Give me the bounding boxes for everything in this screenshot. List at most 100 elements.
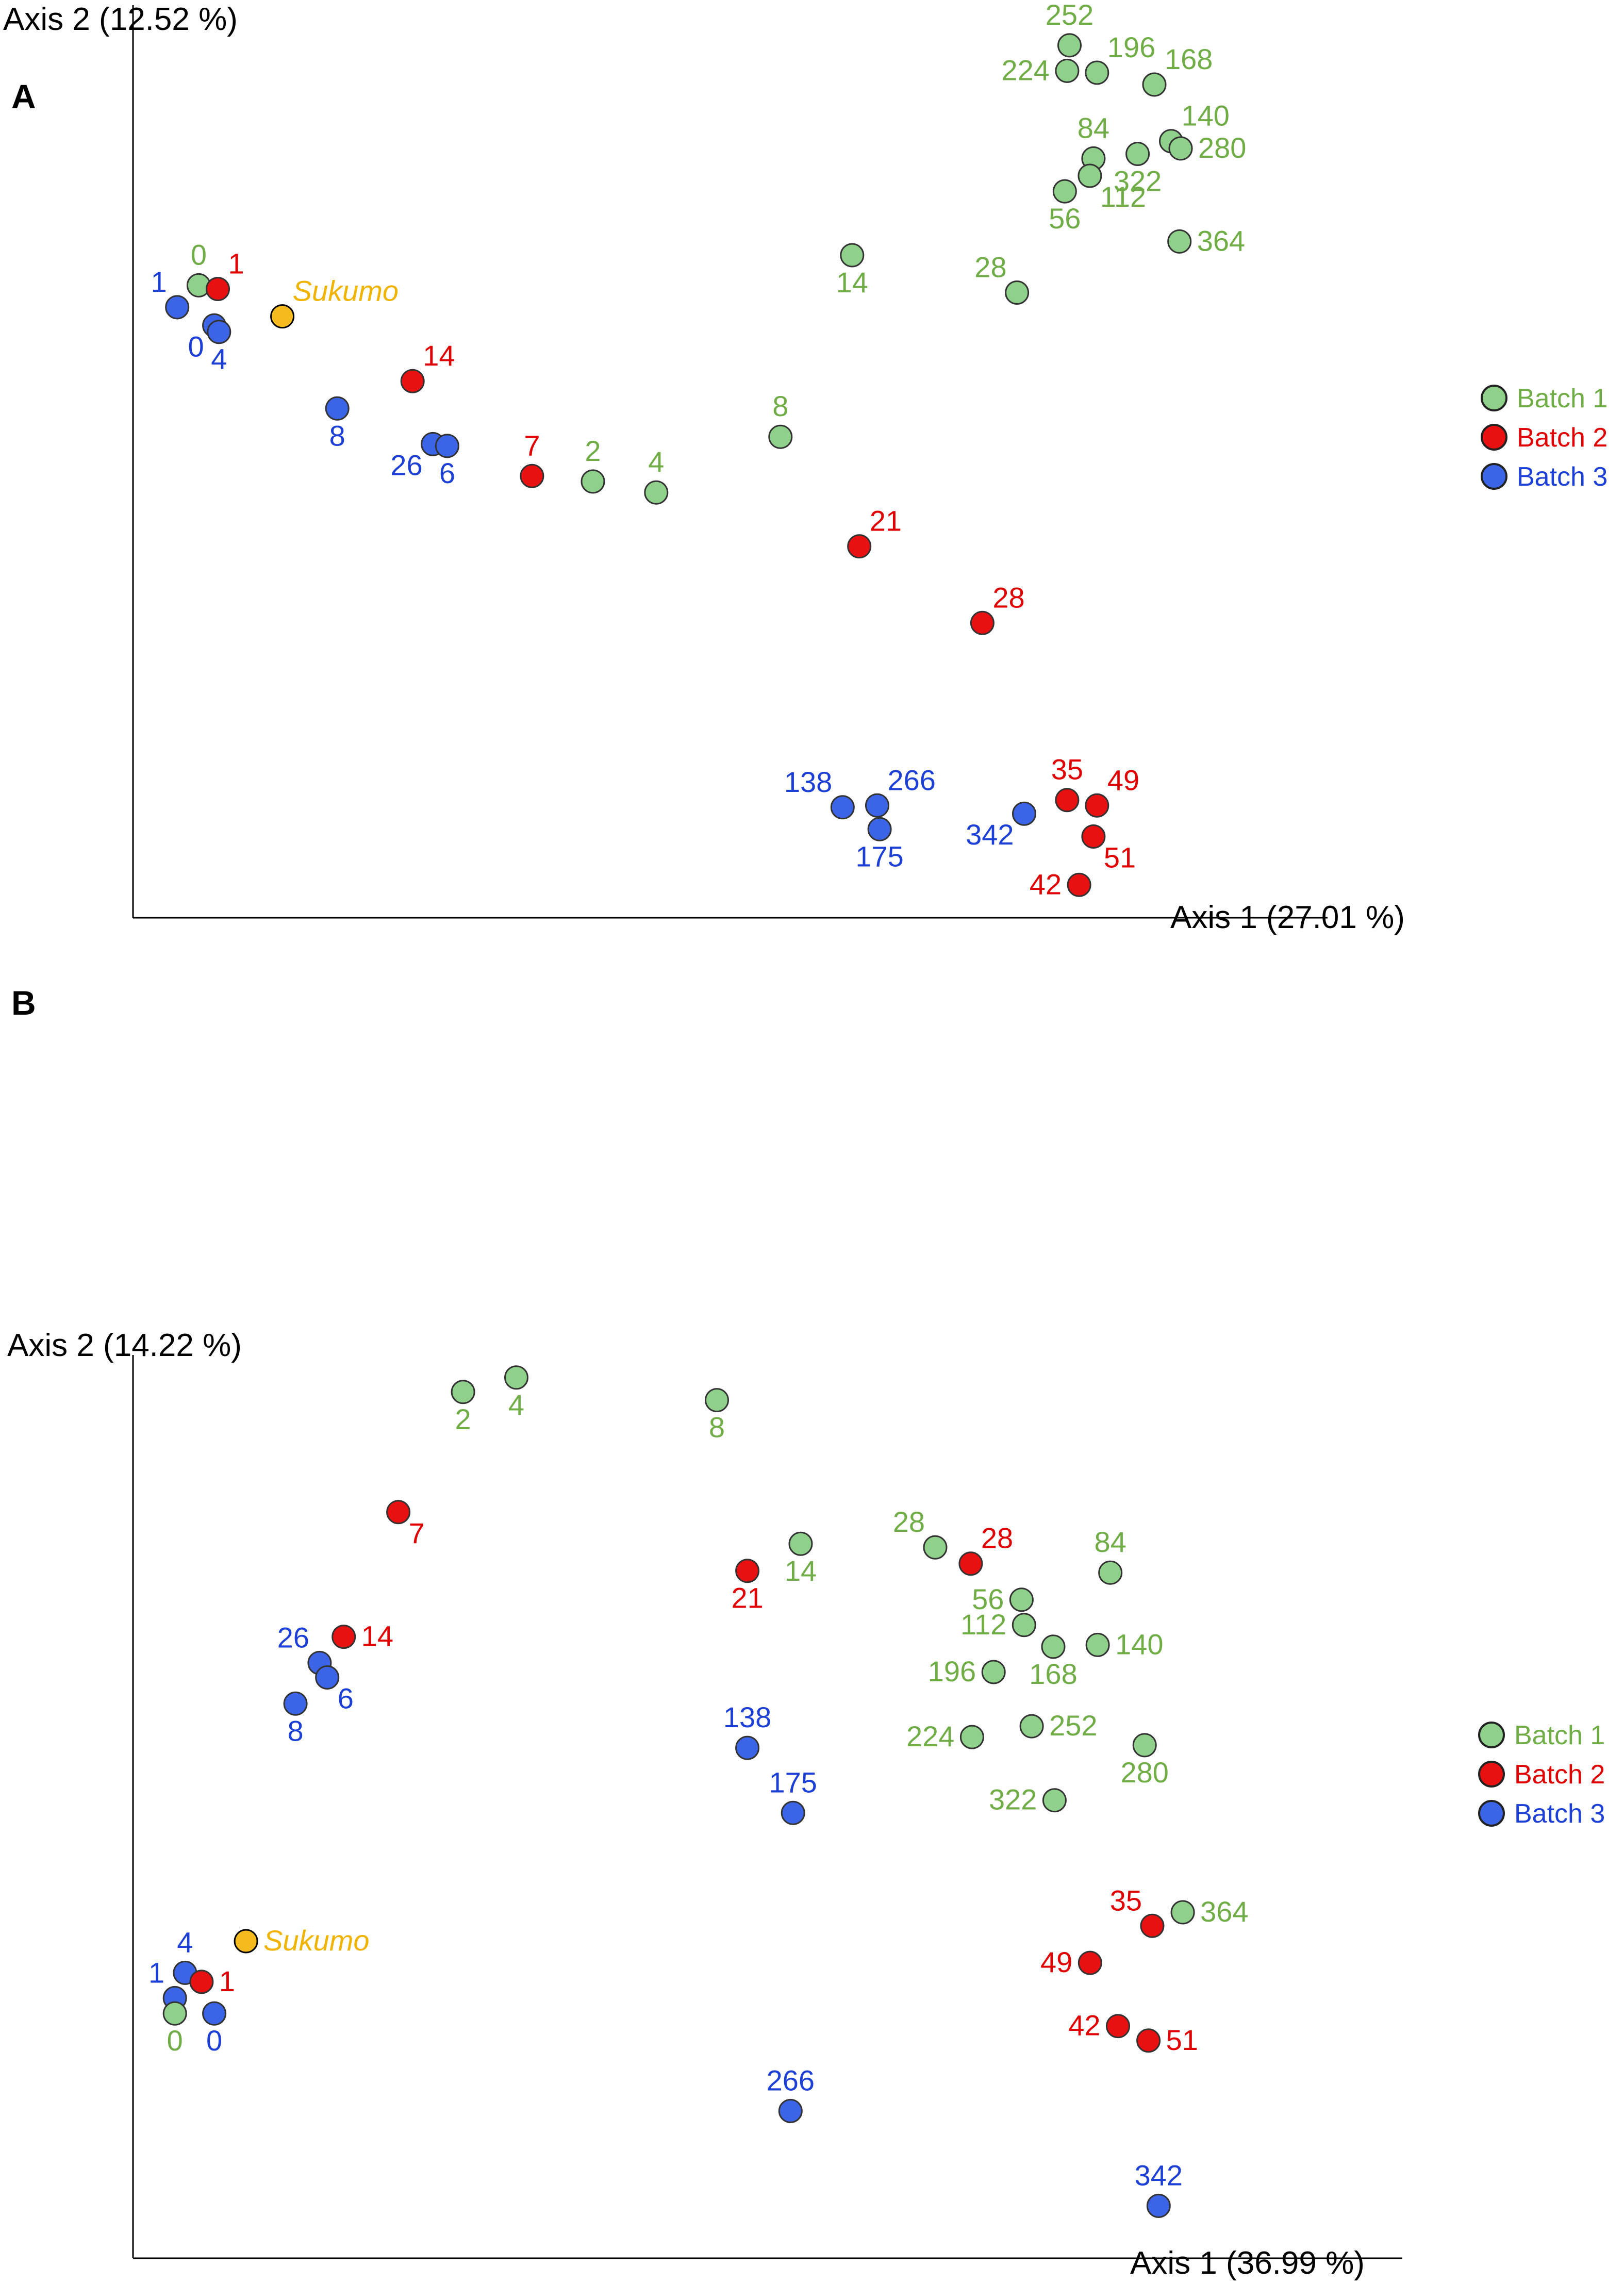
point-label-batch1-280: 280 — [1198, 131, 1246, 164]
point-label-batch2-1: 1 — [228, 247, 244, 280]
point-batch1-224 — [959, 1725, 984, 1749]
point-label-batch1-196: 196 — [928, 1655, 976, 1688]
point-batch1-364 — [1167, 229, 1192, 254]
point-label-batch1-14: 14 — [785, 1554, 817, 1587]
point-label-batch3-4: 4 — [211, 343, 227, 375]
point-label-batch1-8: 8 — [709, 1411, 725, 1444]
point-label-batch1-84: 84 — [1095, 1526, 1126, 1558]
point-batch1-280 — [1132, 1733, 1157, 1758]
point-batch3-6 — [435, 434, 459, 458]
point-label-batch1-14: 14 — [836, 266, 868, 299]
legend-label-batch2: Batch 2 — [1517, 423, 1608, 453]
point-label-batch1-322: 322 — [1114, 165, 1162, 197]
point-label-batch2-21: 21 — [870, 505, 902, 537]
point-label-batch1-84: 84 — [1078, 111, 1109, 144]
point-batch1-168 — [1041, 1634, 1066, 1659]
point-batch3-266 — [865, 793, 889, 818]
point-batch1-56 — [1009, 1587, 1034, 1612]
point-label-batch1-140: 140 — [1115, 1628, 1163, 1660]
point-batch2-42 — [1067, 872, 1091, 897]
point-label-batch1-322: 322 — [989, 1783, 1037, 1816]
legend-label-batch1: Batch 1 — [1514, 1720, 1605, 1750]
point-label-batch1-4: 4 — [508, 1388, 524, 1421]
point-batch2-21 — [735, 1559, 760, 1583]
point-batch3-8 — [325, 396, 350, 421]
point-label-batch3-175: 175 — [769, 1766, 817, 1798]
point-batch2-49 — [1085, 793, 1109, 818]
panel-b-y-axis-title: Axis 2 (14.22 %) — [7, 1328, 242, 1363]
point-label-sukumo-sukumo: Sukumo — [293, 275, 399, 307]
legend-marker-batch2 — [1478, 1761, 1505, 1788]
point-label-batch1-56: 56 — [972, 1583, 1004, 1615]
point-batch3-175 — [867, 817, 892, 841]
point-label-batch1-364: 364 — [1197, 224, 1245, 257]
point-label-batch1-0: 0 — [167, 2024, 183, 2057]
point-label-batch1-252: 252 — [1046, 0, 1093, 31]
point-batch3-138 — [830, 795, 855, 820]
point-batch1-2 — [451, 1380, 475, 1404]
point-label-batch1-252: 252 — [1049, 1709, 1097, 1742]
point-label-batch3-138: 138 — [723, 1701, 771, 1733]
point-label-batch2-28: 28 — [992, 581, 1024, 614]
point-label-batch3-175: 175 — [855, 840, 903, 872]
point-label-batch1-224: 224 — [906, 1720, 954, 1752]
point-batch3-138 — [735, 1735, 760, 1760]
panel-b-legend: Batch 1 Batch 2 Batch 3 — [1478, 1720, 1605, 1829]
point-label-batch1-196: 196 — [1107, 31, 1155, 63]
point-batch1-280 — [1168, 136, 1193, 161]
point-label-batch3-6: 6 — [338, 1682, 354, 1715]
point-batch1-252 — [1057, 33, 1082, 58]
point-label-batch1-28: 28 — [974, 251, 1006, 284]
point-batch2-21 — [847, 534, 872, 559]
legend-label-batch2: Batch 2 — [1514, 1760, 1605, 1790]
point-batch2-51 — [1081, 824, 1106, 849]
point-batch3-0 — [202, 2001, 227, 2026]
point-batch2-51 — [1136, 2028, 1161, 2053]
point-label-batch3-1: 1 — [148, 1956, 164, 1989]
point-batch2-7 — [386, 1500, 411, 1525]
point-label-batch3-0: 0 — [188, 330, 204, 362]
point-batch1-0 — [162, 2001, 187, 2026]
point-label-batch2-42: 42 — [1068, 2009, 1100, 2042]
point-label-batch2-14: 14 — [361, 1620, 393, 1652]
point-batch1-252 — [1019, 1714, 1044, 1739]
panel-a-y-axis-title: Axis 2 (12.52 %) — [3, 2, 238, 37]
point-label-batch3-6: 6 — [439, 457, 455, 489]
point-batch1-14 — [788, 1531, 813, 1556]
point-batch3-342 — [1146, 2193, 1171, 2218]
point-batch1-364 — [1170, 1900, 1195, 1925]
point-sukumo-sukumo — [234, 1929, 258, 1954]
point-batch1-84 — [1098, 1560, 1123, 1585]
panel-b-letter: B — [11, 984, 36, 1022]
point-label-batch3-1: 1 — [151, 266, 167, 298]
point-label-batch2-28: 28 — [981, 1522, 1013, 1554]
point-batch1-196 — [1085, 60, 1109, 85]
point-label-batch3-0: 0 — [206, 2024, 222, 2057]
panel-a-legend: Batch 1 Batch 2 Batch 3 — [1481, 384, 1608, 492]
point-label-batch1-168: 168 — [1029, 1658, 1077, 1690]
point-label-batch2-49: 49 — [1040, 1946, 1072, 1978]
point-batch3-175 — [781, 1800, 805, 1825]
legend-label-batch3: Batch 3 — [1517, 462, 1608, 492]
point-label-batch1-56: 56 — [1049, 202, 1081, 235]
point-batch3-6 — [315, 1665, 340, 1690]
point-batch1-8 — [768, 424, 793, 449]
point-label-batch3-4: 4 — [177, 1926, 193, 1958]
legend-marker-batch3 — [1481, 463, 1507, 490]
point-batch2-42 — [1106, 2014, 1130, 2039]
point-label-batch3-342: 342 — [1135, 2159, 1183, 2191]
legend-marker-batch2 — [1481, 424, 1507, 451]
point-batch2-14 — [400, 369, 425, 393]
point-batch1-322 — [1125, 142, 1150, 166]
point-batch1-322 — [1042, 1788, 1067, 1813]
point-label-batch2-1: 1 — [219, 1965, 235, 1997]
point-label-batch3-266: 266 — [767, 2064, 815, 2096]
point-batch1-112 — [1012, 1613, 1036, 1637]
point-batch1-28 — [923, 1535, 948, 1560]
point-label-batch3-138: 138 — [784, 766, 832, 798]
point-label-batch2-14: 14 — [423, 339, 455, 372]
point-label-batch1-112: 112 — [960, 1608, 1006, 1641]
point-label-batch2-21: 21 — [731, 1582, 763, 1614]
